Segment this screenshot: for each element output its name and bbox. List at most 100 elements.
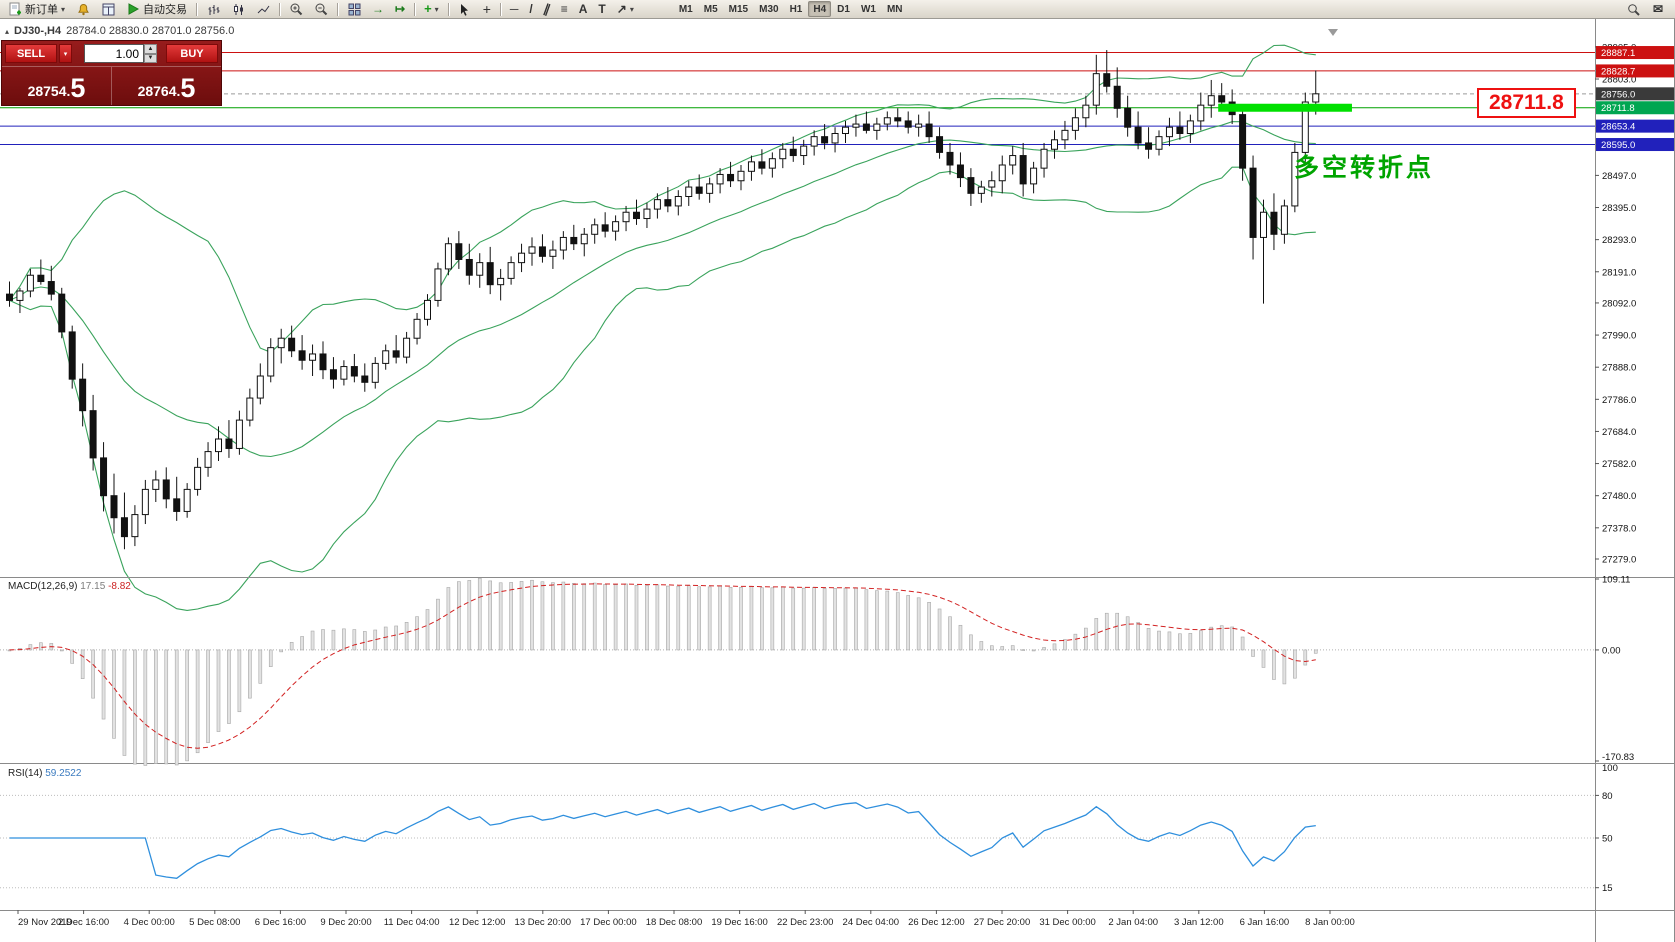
price-badge (1596, 64, 1674, 78)
svg-text:100: 100 (1602, 763, 1618, 774)
arrow-tool-icon: ↗ (616, 2, 627, 16)
svg-text:4 Dec 00:00: 4 Dec 00:00 (124, 917, 175, 928)
volume-up-button[interactable]: ▲ (144, 44, 157, 54)
svg-text:0.00: 0.00 (1602, 645, 1621, 656)
svg-text:6 Dec 16:00: 6 Dec 16:00 (255, 917, 306, 928)
support-highlight-bar[interactable] (1218, 103, 1352, 112)
chart-ohlc-values: 28784.0 28830.0 28701.0 28756.0 (66, 25, 235, 37)
price-axis: 28905.028803.028497.028395.028293.028191… (1595, 42, 1674, 565)
chart-shift-icon: ↦ (395, 2, 406, 16)
rsi-value: 59.2522 (45, 768, 82, 779)
svg-text:27684.0: 27684.0 (1602, 427, 1636, 438)
timeframe-m15[interactable]: M15 (728, 4, 749, 15)
line-chart-button[interactable] (251, 1, 275, 18)
trade-panel-divider (111, 67, 112, 105)
sell-options-caret[interactable]: ▾ (59, 44, 72, 63)
svg-text:2 Dec 16:00: 2 Dec 16:00 (58, 917, 109, 928)
horizontal-line-button[interactable]: ─ (505, 1, 524, 18)
zoom-in-button[interactable] (284, 1, 308, 18)
horizontal-line-objects[interactable] (0, 52, 1595, 146)
sell-price: 28754. 5 (2, 67, 111, 105)
auto-scroll-icon: → (372, 2, 385, 16)
search-button[interactable] (1622, 1, 1646, 18)
timeframe-mn[interactable]: MN (886, 4, 903, 15)
new-order-button[interactable]: 新订单 ▾ (3, 1, 70, 18)
new-order-icon (8, 2, 22, 16)
svg-text:5 Dec 08:00: 5 Dec 08:00 (189, 917, 240, 928)
svg-text:27 Dec 20:00: 27 Dec 20:00 (974, 917, 1031, 928)
svg-text:29 Nov 2019: 29 Nov 2019 (18, 917, 72, 928)
data-window-button[interactable] (96, 1, 120, 18)
chart-shift-button[interactable]: ↦ (390, 1, 410, 18)
cursor-icon (458, 2, 472, 16)
timeframe-m30[interactable]: M30 (759, 4, 779, 15)
messages-button[interactable]: ✉ (1648, 1, 1668, 18)
buy-button[interactable]: BUY (166, 44, 218, 63)
timeframe-h1[interactable]: H1 (789, 4, 803, 15)
toolbar-separator (337, 2, 339, 16)
auto-scroll-button[interactable]: → (367, 1, 389, 18)
timeframe-h4[interactable]: H4 (808, 1, 832, 17)
zoom-out-button[interactable] (309, 1, 333, 18)
svg-text:13 Dec 20:00: 13 Dec 20:00 (515, 917, 572, 928)
zoom-out-icon (314, 2, 328, 16)
bell-icon (76, 2, 90, 16)
timeframe-m1[interactable]: M1 (678, 4, 693, 15)
toolbar-separator (447, 2, 449, 16)
svg-text:2 Jan 04:00: 2 Jan 04:00 (1108, 917, 1158, 928)
turning-point-annotation[interactable]: 多空转折点 (1294, 154, 1435, 182)
chevron-down-icon: ▾ (434, 4, 439, 14)
buy-price-main: 28764. (137, 83, 181, 99)
svg-text:24 Dec 04:00: 24 Dec 04:00 (843, 917, 900, 928)
volume-control: ▲ ▼ (84, 44, 157, 63)
arrows-tool-button[interactable]: ↗ ▾ (612, 1, 639, 18)
bar-chart-button[interactable] (201, 1, 225, 18)
volume-input[interactable] (84, 44, 144, 63)
sell-button[interactable]: SELL (5, 44, 57, 63)
svg-text:27279.0: 27279.0 (1602, 554, 1636, 565)
new-order-label: 新订单 (25, 4, 58, 16)
price-badge (1596, 87, 1674, 101)
candlestick-chart-button[interactable] (226, 1, 250, 18)
svg-text:27786.0: 27786.0 (1602, 395, 1636, 406)
one-click-collapse-button[interactable]: ▴ (5, 26, 10, 36)
chart-shift-marker[interactable] (1328, 29, 1338, 36)
svg-text:28711.8: 28711.8 (1601, 103, 1635, 114)
svg-text:-170.83: -170.83 (1602, 752, 1634, 763)
svg-text:15: 15 (1602, 883, 1613, 894)
text-tool-button[interactable]: A (574, 1, 593, 18)
macd-main-value: 17.15 (80, 581, 106, 592)
svg-text:80: 80 (1602, 791, 1613, 802)
volume-down-button[interactable]: ▼ (144, 53, 157, 63)
bar-chart-icon (206, 2, 220, 16)
toolbar-separator (196, 2, 198, 16)
timeframe-w1[interactable]: W1 (860, 4, 876, 15)
svg-text:28092.0: 28092.0 (1602, 298, 1636, 309)
tile-windows-button[interactable] (342, 1, 366, 18)
cursor-button[interactable] (453, 1, 477, 18)
add-indicator-button[interactable]: + ▾ (419, 1, 444, 18)
timeframe-m5[interactable]: M5 (703, 4, 718, 15)
chart-canvas[interactable]: 28905.028803.028497.028395.028293.028191… (0, 19, 1675, 942)
crosshair-icon: + (482, 1, 491, 17)
auto-trading-button[interactable]: 自动交易 (121, 1, 192, 18)
timeframe-d1[interactable]: D1 (837, 4, 850, 15)
svg-text:50: 50 (1602, 834, 1613, 845)
alerts-button[interactable] (71, 1, 95, 18)
channel-icon: ∥ (541, 1, 552, 17)
svg-text:28595.0: 28595.0 (1601, 140, 1635, 151)
chart-symbol-period: DJ30-,H4 (14, 25, 62, 37)
svg-text:28395.0: 28395.0 (1602, 203, 1636, 214)
crosshair-button[interactable]: + (478, 1, 496, 18)
candles-layer (6, 50, 1320, 550)
channel-button[interactable]: ∥ (539, 1, 555, 18)
level-price-annotation[interactable]: 28711.8 (1477, 88, 1576, 118)
fibonacci-icon: ≡ (560, 2, 568, 16)
fibonacci-button[interactable]: ≡ (556, 1, 573, 18)
rsi-label: RSI(14) 59.2522 (8, 768, 81, 779)
toolbar-right-group: ✉ (1622, 1, 1668, 18)
svg-text:27582.0: 27582.0 (1602, 459, 1636, 470)
trendline-button[interactable]: / (524, 1, 537, 18)
label-tool-button[interactable]: T (593, 1, 610, 18)
buy-price-big-digit: 5 (180, 73, 196, 103)
